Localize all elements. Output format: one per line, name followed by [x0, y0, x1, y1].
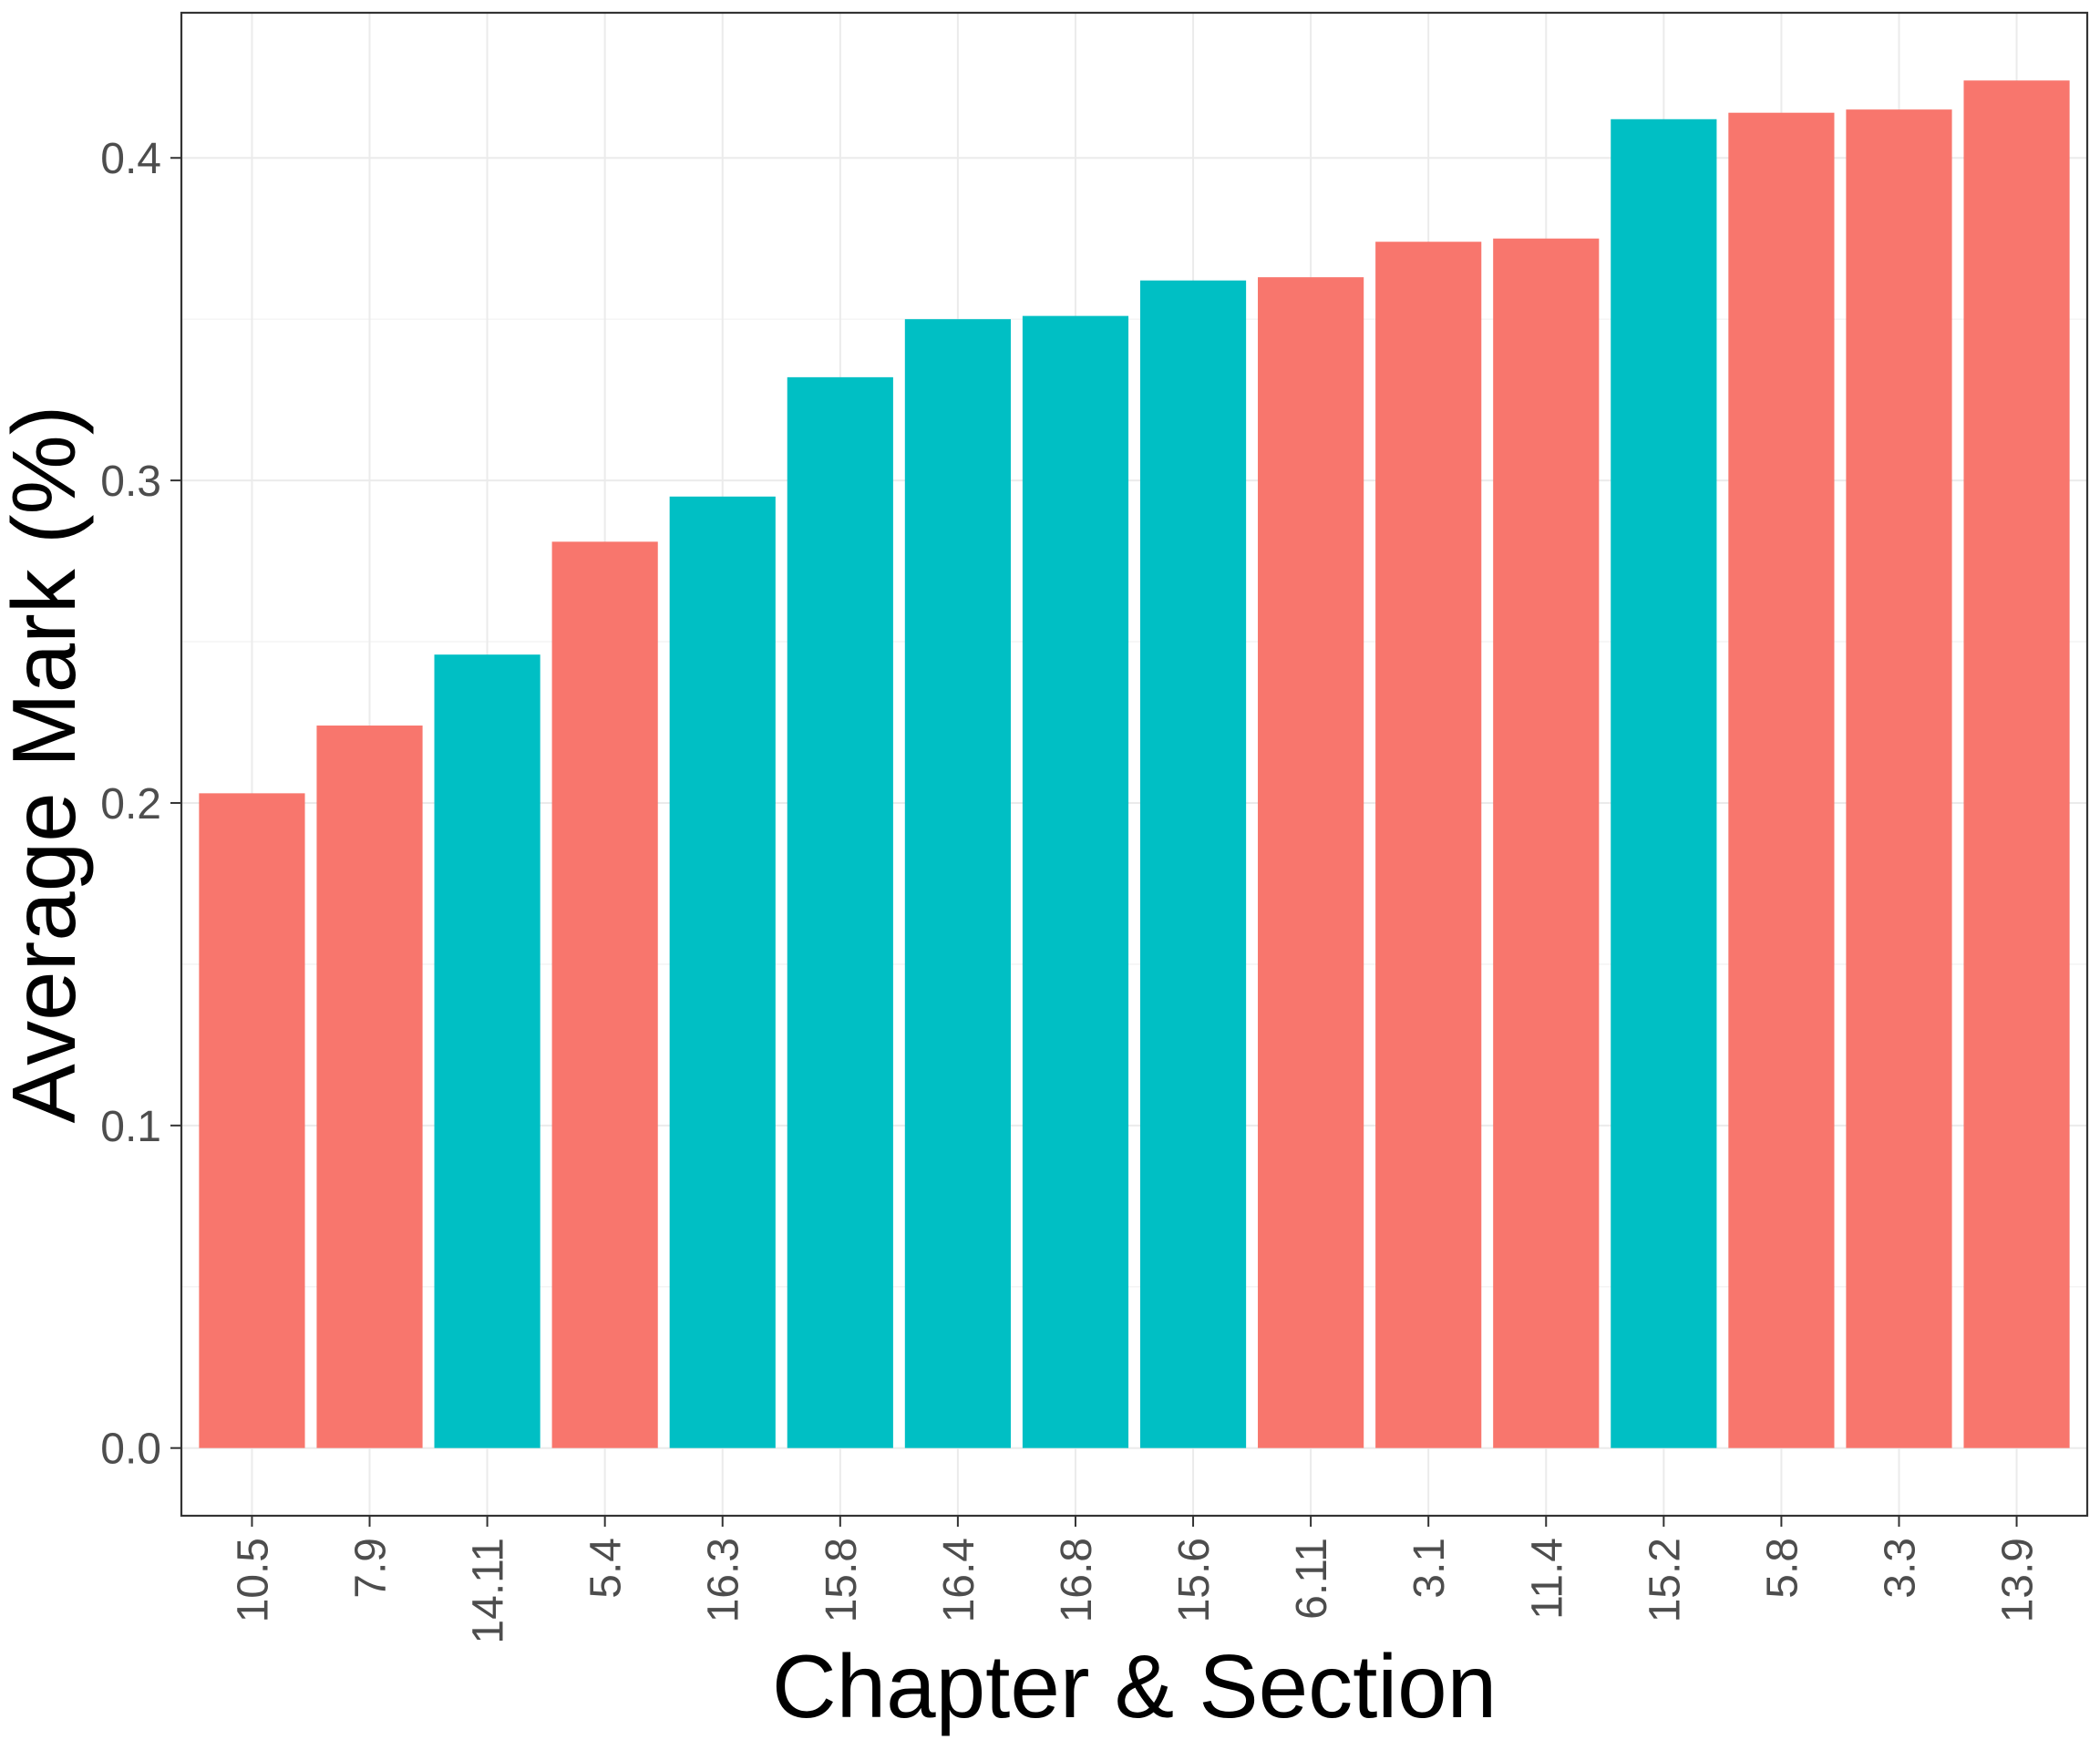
bar-6-11 [1258, 277, 1364, 1448]
x-tick-label: 7.9 [347, 1538, 396, 1599]
bar-16-4 [904, 319, 1011, 1448]
x-axis: 10.5 7.9 14.11 5.4 16.3 15.8 16.4 16.8 15.6 6.11 3… [229, 1516, 2043, 1644]
panel-border [180, 11, 2089, 1518]
x-tick-label: 10.5 [229, 1538, 277, 1622]
bar-16-3 [669, 496, 776, 1448]
x-tick-label: 6.11 [1288, 1538, 1336, 1620]
bar-7-9 [316, 726, 423, 1448]
x-tick-label: 16.8 [1053, 1538, 1101, 1622]
bar-5-8 [1728, 112, 1835, 1448]
x-axis-title: Chapter & Section [772, 1636, 1497, 1736]
y-axis-title: Average Mark (%) [0, 406, 94, 1124]
bars [199, 80, 2070, 1448]
bar-15-2 [1611, 118, 1717, 1448]
x-tick-label: 5.8 [1758, 1538, 1807, 1599]
y-tick-label: 0.1 [100, 1103, 161, 1151]
bar-14-11 [434, 654, 540, 1448]
x-tick-label: 16.3 [700, 1538, 748, 1622]
x-tick-label: 11.4 [1523, 1538, 1571, 1620]
y-tick-label: 0.3 [100, 458, 161, 506]
x-tick-label: 5.4 [582, 1538, 631, 1599]
bar-13-9 [1963, 80, 2070, 1448]
bar-5-4 [551, 541, 658, 1448]
bar-3-1 [1375, 242, 1482, 1448]
x-tick-label: 15.8 [818, 1538, 866, 1622]
x-tick-label: 13.9 [1994, 1538, 2043, 1622]
bar-3-3 [1846, 109, 1952, 1448]
bar-16-8 [1022, 315, 1129, 1448]
x-tick-label: 3.3 [1876, 1538, 1924, 1599]
bar-11-4 [1493, 238, 1600, 1448]
bar-15-8 [787, 376, 893, 1448]
bar-15-6 [1139, 280, 1247, 1448]
y-tick-label: 0.0 [100, 1426, 161, 1474]
x-tick-label: 16.4 [935, 1538, 983, 1622]
y-tick-label: 0.4 [100, 135, 161, 183]
x-tick-label: 15.6 [1170, 1538, 1219, 1622]
y-axis: 0.0 0.1 0.2 0.3 0.4 [100, 135, 181, 1474]
y-tick-label: 0.2 [100, 780, 161, 829]
x-tick-label: 15.2 [1641, 1538, 1689, 1622]
x-tick-label: 14.11 [465, 1538, 513, 1644]
bar-10-5 [199, 793, 305, 1448]
x-tick-label: 3.1 [1405, 1538, 1454, 1599]
